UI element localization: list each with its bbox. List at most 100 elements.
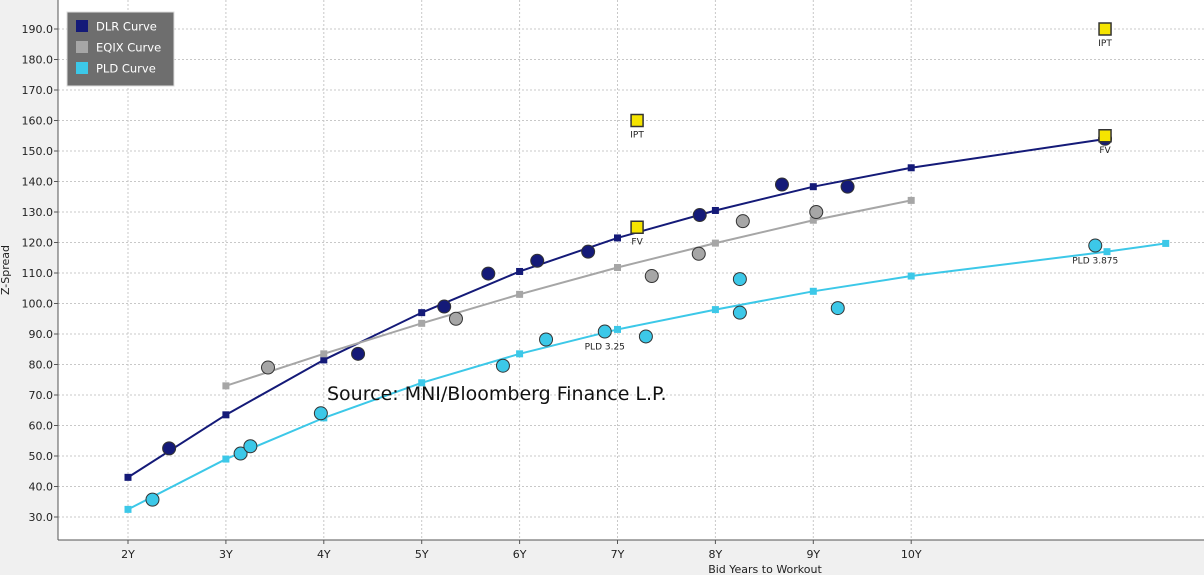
bond-point-pld[interactable] bbox=[597, 324, 612, 339]
curve-line-eqix bbox=[225, 199, 912, 387]
curve-point-pld bbox=[1103, 248, 1111, 256]
plot-area bbox=[58, 0, 1204, 540]
curve-point-pld bbox=[516, 350, 524, 358]
bond-point-eqix[interactable] bbox=[735, 214, 750, 229]
y-tick-labels: 30.0 40.0 50.0 60.0 70.0 80.0 90.0 100.0 110.0 12… bbox=[22, 23, 58, 524]
legend-label-dlr: DLR Curve bbox=[96, 20, 157, 34]
x-tick-label: 7Y bbox=[611, 548, 625, 561]
curve-point-pld bbox=[711, 306, 719, 314]
highlight-label-fv: FV bbox=[1099, 146, 1111, 156]
curve-point-dlr bbox=[124, 473, 132, 481]
curve-point-dlr bbox=[809, 183, 817, 191]
x-tick-label: 3Y bbox=[219, 548, 233, 561]
y-tick-label: 130.0 bbox=[22, 206, 54, 219]
curve-point-dlr bbox=[418, 309, 426, 317]
legend-label-pld: PLD Curve bbox=[96, 62, 156, 76]
curve-point-pld bbox=[1162, 239, 1170, 247]
y-tick-label: 100.0 bbox=[22, 298, 54, 311]
bond-point-pld[interactable] bbox=[732, 272, 747, 287]
curve-point-dlr bbox=[614, 234, 621, 242]
x-tick-label: 8Y bbox=[709, 548, 723, 561]
curve-point-eqix bbox=[418, 319, 426, 327]
bond-point-dlr[interactable] bbox=[162, 441, 177, 456]
source-note: Source: MNI/Bloomberg Finance L.P. bbox=[327, 383, 667, 405]
highlight-label-fv: FV bbox=[631, 237, 643, 247]
y-tick-label: 150.0 bbox=[22, 145, 54, 158]
y-tick-label: 50.0 bbox=[29, 450, 54, 463]
bond-point-pld[interactable] bbox=[145, 492, 160, 507]
bond-point-pld[interactable] bbox=[830, 301, 845, 316]
series-curves bbox=[124, 135, 1170, 513]
curve-point-dlr bbox=[516, 267, 524, 275]
y-tick-label: 120.0 bbox=[22, 237, 54, 250]
bond-point-eqix[interactable] bbox=[691, 246, 706, 261]
bond-point-pld[interactable] bbox=[233, 446, 248, 461]
curve-point-dlr bbox=[711, 206, 719, 214]
bond-annotation: PLD 3.875 bbox=[1072, 257, 1118, 267]
bond-point-eqix[interactable] bbox=[644, 269, 659, 284]
bond-point-eqix[interactable] bbox=[448, 311, 463, 326]
y-axis-title: Z-Spread bbox=[0, 245, 12, 295]
y-tick-label: 160.0 bbox=[22, 115, 54, 128]
x-axis-title: Bid Years to Workout bbox=[708, 563, 822, 575]
bond-point-dlr[interactable] bbox=[774, 177, 789, 192]
bond-point-dlr[interactable] bbox=[530, 253, 545, 268]
x-tick-label: 9Y bbox=[806, 548, 820, 561]
highlight-marker-ipt[interactable] bbox=[630, 113, 644, 128]
highlight-marker-fv[interactable] bbox=[630, 220, 644, 234]
x-tick-label: 2Y bbox=[121, 548, 135, 561]
bond-point-pld[interactable] bbox=[539, 332, 554, 347]
x-tick-labels: 2Y 3Y 4Y 5Y 6Y 7Y 8Y 9Y 10Y bbox=[121, 540, 922, 561]
curve-point-pld bbox=[614, 325, 621, 333]
bond-point-dlr[interactable] bbox=[581, 244, 596, 259]
y-tick-label: 170.0 bbox=[22, 84, 54, 97]
legend-swatch-pld bbox=[76, 62, 88, 74]
legend-label-eqix: EQIX Curve bbox=[96, 41, 161, 55]
highlight-label-ipt: IPT bbox=[630, 131, 644, 141]
bond-point-dlr[interactable] bbox=[351, 346, 366, 361]
bond-point-pld[interactable] bbox=[1088, 238, 1103, 253]
curve-point-pld bbox=[418, 379, 426, 387]
curve-point-dlr bbox=[222, 411, 230, 419]
bond-point-eqix[interactable] bbox=[260, 360, 275, 375]
y-tick-label: 70.0 bbox=[29, 389, 54, 402]
y-tick-label: 140.0 bbox=[22, 176, 54, 189]
legend[interactable]: DLR Curve EQIX Curve PLD Curve bbox=[66, 11, 175, 87]
y-tick-label: 40.0 bbox=[29, 481, 54, 494]
y-tick-label: 190.0 bbox=[22, 23, 54, 36]
bond-point-pld[interactable] bbox=[243, 439, 258, 454]
highlight-marker-ipt[interactable] bbox=[1098, 22, 1112, 36]
y-tick-label: 60.0 bbox=[29, 420, 54, 433]
grid-lines bbox=[58, 0, 1204, 540]
y-tick-label: 30.0 bbox=[29, 511, 54, 524]
highlight-markers: IPT FV IPT FV bbox=[630, 22, 1112, 247]
bond-point-pld[interactable] bbox=[495, 358, 510, 373]
legend-item-pld[interactable]: PLD Curve bbox=[76, 62, 156, 76]
legend-item-eqix[interactable]: EQIX Curve bbox=[76, 41, 161, 55]
y-tick-label: 180.0 bbox=[22, 54, 54, 67]
bond-point-dlr[interactable] bbox=[840, 179, 855, 194]
legend-swatch-dlr bbox=[76, 20, 88, 32]
highlight-label-ipt: IPT bbox=[1098, 39, 1112, 49]
x-tick-label: 5Y bbox=[415, 548, 429, 561]
curve-point-eqix bbox=[809, 216, 817, 224]
bond-point-dlr[interactable] bbox=[481, 266, 496, 281]
bond-point-dlr[interactable] bbox=[692, 208, 707, 223]
bond-point-dlr[interactable] bbox=[437, 299, 452, 314]
curve-line-dlr bbox=[127, 137, 1108, 479]
bond-point-pld[interactable] bbox=[313, 406, 328, 421]
curve-point-eqix bbox=[614, 264, 621, 272]
legend-swatch-eqix bbox=[76, 41, 88, 53]
bond-point-pld[interactable] bbox=[638, 329, 653, 344]
highlight-marker-fv[interactable] bbox=[1098, 129, 1112, 143]
curve-point-eqix bbox=[320, 350, 328, 358]
bond-point-pld[interactable] bbox=[732, 305, 747, 320]
x-tick-label: 4Y bbox=[317, 548, 331, 561]
bond-point-eqix[interactable] bbox=[809, 205, 824, 219]
y-tick-label: 90.0 bbox=[29, 328, 54, 341]
curve-point-pld bbox=[124, 505, 132, 513]
curve-point-pld bbox=[809, 287, 817, 295]
legend-item-dlr[interactable]: DLR Curve bbox=[76, 20, 157, 34]
bond-annotation: PLD 3.25 bbox=[585, 343, 625, 353]
